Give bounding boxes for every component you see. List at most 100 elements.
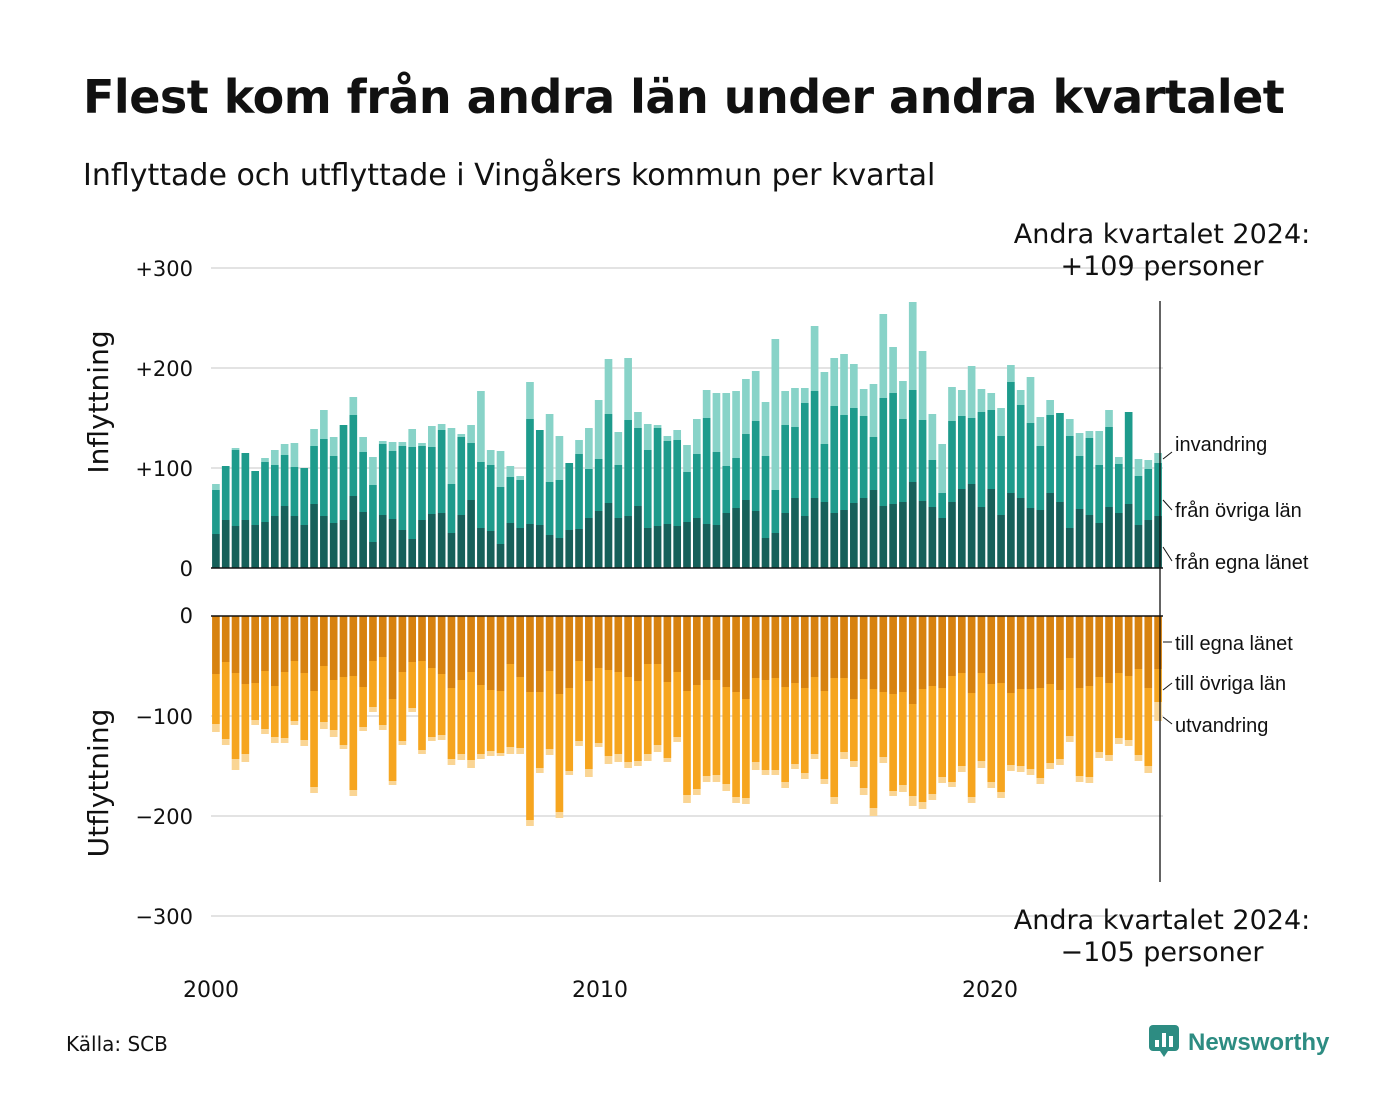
bar-segment-fran-ovriga-lan [477, 462, 485, 528]
bar-segment-till-ovriga-lan [673, 672, 682, 737]
bar-segment-utvandring [732, 797, 740, 803]
bar-segment-fran-egna-lanet [840, 510, 848, 568]
bar-segment-invandring [486, 450, 495, 465]
bar-segment-fran-ovriga-lan [310, 446, 318, 504]
bar-segment-till-egna-lanet [810, 616, 819, 677]
bar-segment-invandring [261, 458, 269, 462]
bar-segment-utvandring [1154, 702, 1162, 721]
bar-segment-invandring [830, 358, 839, 406]
bar-segment-utvandring [290, 721, 299, 725]
bottom-axis-title: Utflyttning [82, 709, 115, 858]
bar-segment-utvandring [359, 727, 367, 731]
bar-segment-fran-ovriga-lan [467, 443, 475, 500]
bar-segment-invandring [1105, 410, 1113, 427]
bar-segment-till-ovriga-lan [457, 680, 466, 754]
bar-segment-fran-ovriga-lan [663, 441, 672, 524]
bar-segment-till-egna-lanet [231, 616, 240, 673]
bar-segment-fran-ovriga-lan [761, 456, 770, 538]
bar-segment-till-egna-lanet [310, 616, 318, 691]
bar-segment-invandring [359, 437, 367, 452]
bar-segment-fran-ovriga-lan [643, 450, 652, 528]
bar-segment-utvandring [781, 782, 789, 788]
top-annotation-line1: Andra kvartalet 2024: [1014, 219, 1310, 250]
chart-title: Flest kom från andra län under andra kva… [83, 70, 1285, 124]
top-ytick-label: +300 [135, 257, 193, 281]
bar-segment-utvandring [1036, 778, 1045, 784]
bar-segment-fran-ovriga-lan [1144, 469, 1153, 520]
bar-segment-fran-ovriga-lan [1065, 436, 1074, 528]
bar-segment-invandring [722, 393, 731, 466]
bar-segment-utvandring [1046, 763, 1054, 769]
bar-segment-fran-ovriga-lan [408, 447, 417, 539]
bar-segment-invandring [516, 476, 524, 480]
bar-segment-till-egna-lanet [732, 616, 740, 692]
bar-segment-invandring [555, 436, 564, 480]
bar-segment-utvandring [624, 762, 632, 768]
bar-segment-till-egna-lanet [1036, 616, 1045, 688]
bar-segment-fran-egna-lanet [408, 539, 417, 568]
bar-segment-till-ovriga-lan [1154, 669, 1162, 702]
bar-segment-invandring [526, 382, 534, 419]
bar-segment-fran-ovriga-lan [859, 416, 868, 498]
bar-segment-fran-egna-lanet [938, 518, 947, 568]
bar-segment-till-ovriga-lan [270, 686, 279, 737]
bar-segment-till-ovriga-lan [918, 689, 927, 802]
bar-segment-fran-egna-lanet [957, 489, 966, 568]
bar-segment-invandring [742, 379, 750, 434]
bar-segment-fran-ovriga-lan [1085, 438, 1094, 515]
bar-segment-till-egna-lanet [918, 616, 927, 689]
bar-segment-till-ovriga-lan [732, 692, 740, 797]
bar-segment-till-egna-lanet [761, 616, 770, 680]
bar-segment-fran-egna-lanet [378, 515, 387, 568]
bar-segment-till-egna-lanet [251, 616, 259, 683]
bar-segment-invandring [987, 393, 996, 410]
bar-segment-fran-ovriga-lan [545, 482, 554, 535]
bar-segment-fran-egna-lanet [1085, 515, 1094, 568]
top-ytick-label: +200 [135, 357, 193, 381]
bar-segment-fran-egna-lanet [683, 522, 691, 568]
bar-segment-utvandring [918, 802, 927, 809]
bar-segment-fran-ovriga-lan [516, 480, 524, 528]
bar-segment-fran-ovriga-lan [614, 465, 623, 518]
bar-segment-till-ovriga-lan [437, 674, 446, 735]
xtick-label-2020: 2020 [962, 978, 1018, 1003]
bar-segment-fran-egna-lanet [722, 513, 731, 568]
bar-segment-utvandring [869, 808, 878, 816]
grid-lines [211, 267, 1163, 917]
bar-segment-till-egna-lanet [1065, 616, 1074, 658]
bar-segment-utvandring [408, 708, 417, 712]
bar-segment-fran-ovriga-lan [850, 408, 858, 503]
bar-segment-till-ovriga-lan [1115, 673, 1123, 738]
bar-segment-fran-egna-lanet [280, 506, 289, 568]
bar-segment-fran-ovriga-lan [1115, 464, 1123, 513]
bar-segment-utvandring [889, 791, 897, 796]
bar-segment-till-ovriga-lan [1134, 669, 1143, 755]
bar-segment-utvandring [840, 752, 848, 759]
bar-segment-fran-ovriga-lan [712, 452, 721, 525]
bar-segment-fran-egna-lanet [369, 542, 377, 568]
bar-segment-till-ovriga-lan [614, 672, 623, 754]
bar-segment-fran-egna-lanet [663, 524, 672, 568]
bar-segment-fran-ovriga-lan [212, 490, 220, 534]
bar-segment-utvandring [270, 737, 279, 743]
top-ytick-label: 0 [180, 557, 193, 581]
bar-segment-fran-egna-lanet [1016, 498, 1025, 568]
bar-segment-till-ovriga-lan [938, 688, 947, 777]
bar-segment-fran-egna-lanet [526, 524, 534, 568]
bar-segment-utvandring [565, 771, 574, 775]
bar-segment-invandring [997, 408, 1005, 436]
bar-segment-utvandring [545, 749, 554, 755]
bar-segment-till-egna-lanet [692, 616, 701, 685]
bar-segment-fran-egna-lanet [270, 516, 279, 568]
bar-segment-invandring [398, 442, 407, 446]
bar-segment-till-ovriga-lan [261, 671, 269, 729]
bar-segment-utvandring [1115, 738, 1123, 744]
bar-segment-utvandring [585, 769, 593, 777]
bar-segment-fran-egna-lanet [908, 482, 917, 568]
bar-segment-till-ovriga-lan [428, 668, 436, 737]
bar-segment-till-egna-lanet [1124, 616, 1133, 676]
bar-segment-invandring [948, 387, 956, 421]
bar-segment-fran-egna-lanet [732, 508, 740, 568]
chart-subtitle: Inflyttade och utflyttade i Vingåkers ko… [83, 158, 936, 193]
bar-segment-fran-ovriga-lan [251, 471, 259, 525]
